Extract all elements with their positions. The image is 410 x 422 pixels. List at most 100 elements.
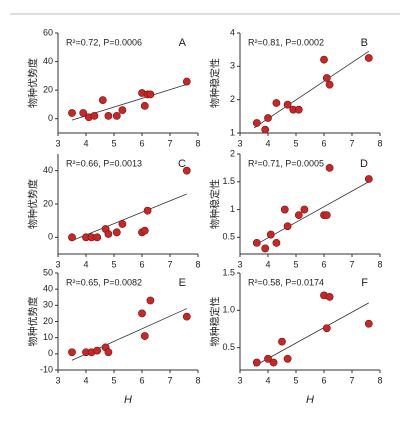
x-axis-label: H xyxy=(306,394,314,406)
panel-label: C xyxy=(178,158,186,170)
x-tick-label: 6 xyxy=(321,138,326,148)
y-tick-label: 40 xyxy=(43,284,53,294)
x-tick-label: 7 xyxy=(167,138,172,148)
y-tick-label: 4 xyxy=(230,27,235,37)
y-tick-label: 0.5 xyxy=(222,342,235,352)
fit-line xyxy=(253,51,370,129)
point xyxy=(182,312,191,321)
x-tick-label: 8 xyxy=(377,259,382,269)
y-tick-label: 60 xyxy=(43,27,53,37)
annotation: R²=0.58, P=0.0174 xyxy=(248,277,324,287)
point xyxy=(300,205,309,214)
x-tick-label: 5 xyxy=(293,138,298,148)
panel-label: A xyxy=(179,37,187,49)
annotation: R²=0.72, P=0.0006 xyxy=(66,37,142,47)
point xyxy=(93,346,102,355)
x-tick-label: 3 xyxy=(237,138,242,148)
x-tick-label: 8 xyxy=(195,138,200,148)
y-tick-label: 2 xyxy=(230,148,235,158)
point xyxy=(280,205,289,214)
point xyxy=(118,106,127,115)
y-tick-label: 0 xyxy=(48,232,53,242)
point xyxy=(182,77,191,86)
point xyxy=(93,233,102,242)
point xyxy=(322,211,331,220)
y-tick-label: 20 xyxy=(43,198,53,208)
x-tick-label: 3 xyxy=(237,259,242,269)
y-tick-label: 40 xyxy=(43,56,53,66)
x-tick-label: 6 xyxy=(139,138,144,148)
y-tick-label: 30 xyxy=(43,300,53,310)
x-tick-label: 7 xyxy=(349,375,354,385)
point xyxy=(320,55,328,64)
annotation: R²=0.71, P=0.0005 xyxy=(248,158,324,168)
y-tick-label: 0.5 xyxy=(222,232,235,242)
y-axis-label: 物种稳定性 xyxy=(209,179,222,229)
point xyxy=(278,337,286,346)
y-axis-label: 物种稳定性 xyxy=(209,58,222,108)
point xyxy=(98,96,107,105)
x-tick-label: 4 xyxy=(265,375,270,385)
y-tick-label: 1.0 xyxy=(222,305,235,315)
x-tick-label: 6 xyxy=(139,375,144,385)
y-tick-label: 2 xyxy=(230,94,235,104)
x-tick-label: 3 xyxy=(55,259,60,269)
y-tick-label: 1 xyxy=(230,204,235,214)
point xyxy=(283,100,292,109)
point xyxy=(269,358,278,367)
point xyxy=(182,166,191,175)
x-tick-label: 7 xyxy=(167,259,172,269)
x-tick-label: 3 xyxy=(55,375,60,385)
x-tick-label: 8 xyxy=(377,375,382,385)
point xyxy=(140,101,149,110)
panel-label: B xyxy=(361,37,368,49)
y-tick-label: 10 xyxy=(43,332,53,342)
point xyxy=(272,99,281,107)
y-tick-label: 50 xyxy=(43,267,53,277)
point xyxy=(68,233,76,242)
x-tick-label: 4 xyxy=(83,375,88,385)
point xyxy=(322,74,331,82)
annotation: R²=0.66, P=0.0013 xyxy=(66,158,142,168)
y-tick-label: 0 xyxy=(48,113,53,123)
x-tick-label: 7 xyxy=(349,259,354,269)
x-axis-label: H xyxy=(124,394,132,406)
point xyxy=(364,319,373,328)
x-tick-label: 6 xyxy=(321,259,326,269)
x-tick-label: 4 xyxy=(265,138,270,148)
point xyxy=(283,354,292,363)
x-tick-label: 7 xyxy=(167,375,172,385)
panel-label: F xyxy=(361,277,368,289)
x-tick-label: 5 xyxy=(111,259,116,269)
point xyxy=(364,175,373,183)
point xyxy=(118,220,127,228)
point xyxy=(261,125,270,134)
point xyxy=(138,309,146,318)
fit-line xyxy=(253,302,369,367)
point xyxy=(325,163,334,172)
y-tick-label: 3 xyxy=(230,61,235,71)
x-tick-label: 3 xyxy=(55,138,60,148)
point xyxy=(68,109,76,117)
panel-label: D xyxy=(360,158,368,170)
y-tick-label: 1.5 xyxy=(222,176,235,186)
y-tick-label: 0 xyxy=(48,348,53,358)
x-tick-label: 8 xyxy=(195,259,200,269)
y-tick-label: -10 xyxy=(40,364,53,374)
point xyxy=(325,80,334,89)
point xyxy=(79,109,88,117)
point xyxy=(264,354,272,363)
point xyxy=(261,244,270,253)
y-tick-label: 20 xyxy=(43,85,53,95)
annotation: R²=0.81, P=0.0002 xyxy=(248,37,324,47)
x-tick-label: 6 xyxy=(321,375,326,385)
x-tick-label: 8 xyxy=(195,375,200,385)
point xyxy=(140,226,149,235)
point xyxy=(325,292,334,301)
panel-label: E xyxy=(179,277,186,289)
point xyxy=(364,54,373,62)
point xyxy=(252,119,261,127)
point xyxy=(140,332,149,340)
x-tick-label: 5 xyxy=(293,375,298,385)
point xyxy=(146,296,155,305)
